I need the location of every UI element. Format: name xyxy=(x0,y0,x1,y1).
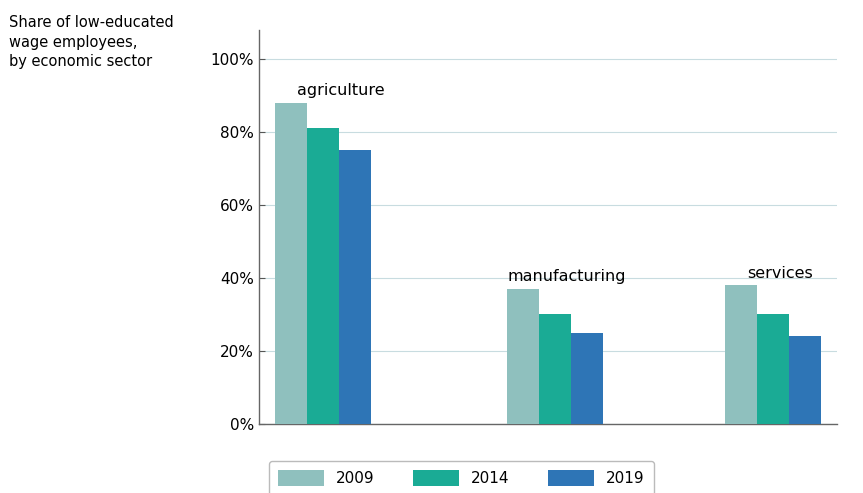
Bar xyxy=(571,333,603,424)
Bar xyxy=(275,103,307,424)
Text: manufacturing: manufacturing xyxy=(507,270,626,284)
Bar xyxy=(757,315,789,424)
Bar xyxy=(725,285,757,424)
Text: Share of low-educated
wage employees,
by economic sector: Share of low-educated wage employees, by… xyxy=(9,15,173,70)
Bar xyxy=(507,289,539,424)
Bar xyxy=(339,150,371,424)
Text: agriculture: agriculture xyxy=(297,83,385,98)
Bar xyxy=(307,128,339,424)
Legend: 2009, 2014, 2019: 2009, 2014, 2019 xyxy=(269,461,653,493)
Bar xyxy=(789,336,821,424)
Bar xyxy=(539,315,571,424)
Text: services: services xyxy=(747,266,813,281)
